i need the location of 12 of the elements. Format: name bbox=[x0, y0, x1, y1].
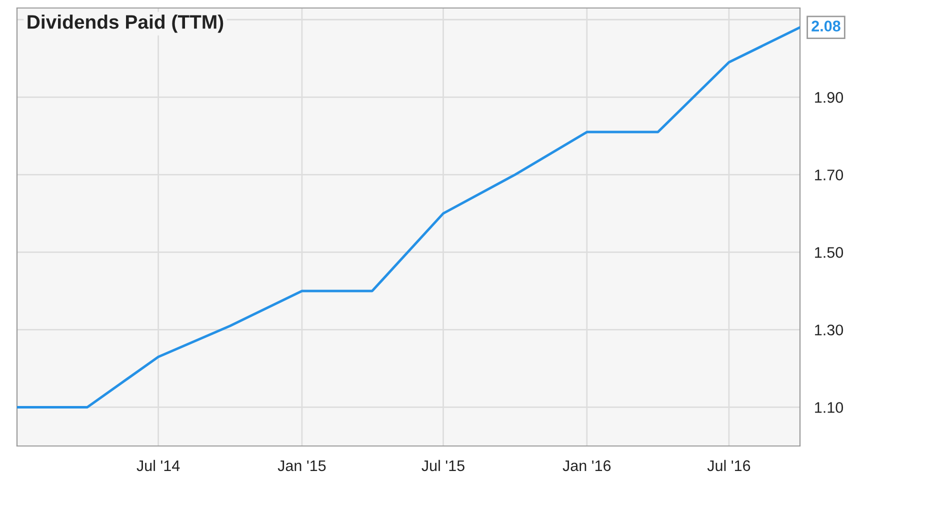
y-tick-label: 1.10 bbox=[815, 402, 844, 413]
y-tick-label: 1.70 bbox=[815, 170, 844, 180]
y-tick-label: 1.50 bbox=[815, 247, 844, 258]
y-tick-label: 1.30 bbox=[815, 324, 844, 336]
y-tick-label: 1.90 bbox=[815, 92, 844, 103]
x-tick-label: Jan '15 bbox=[278, 460, 326, 472]
x-tick-label: Jul '14 bbox=[136, 460, 180, 472]
x-tick-label: Jul '15 bbox=[422, 460, 464, 472]
chart-title: Dividends Paid (TTM) bbox=[28, 14, 224, 33]
data-label: 2.08 bbox=[812, 20, 840, 32]
x-tick-label: Jul '16 bbox=[707, 460, 750, 472]
x-tick-label: Jan '16 bbox=[562, 460, 611, 472]
